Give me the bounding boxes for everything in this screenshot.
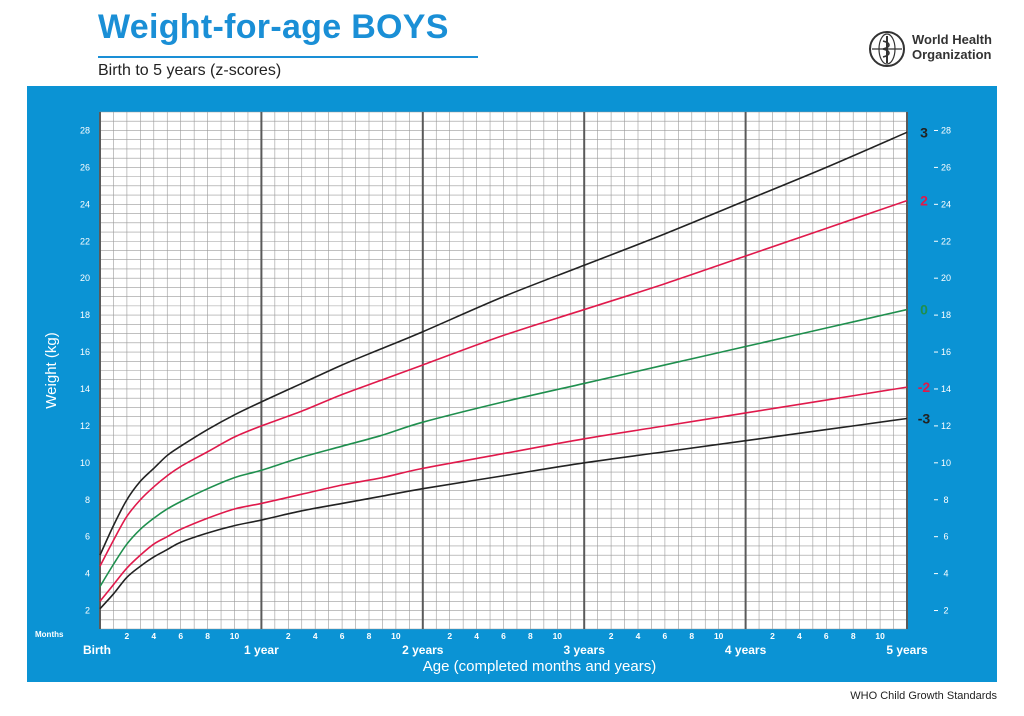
x-month-tick-label: 2 <box>770 631 775 641</box>
x-month-tick-label: 10 <box>230 631 240 641</box>
series-line-z0 <box>99 308 908 587</box>
series-label-z3: 3 <box>920 124 928 140</box>
x-axis-title: Age (completed months and years) <box>423 658 656 675</box>
y-tick-label-left: 4 <box>85 569 90 579</box>
series-label-z2: 2 <box>920 193 928 209</box>
chart-title: Weight-for-age BOYS <box>98 8 449 46</box>
y-tick-label-left: 26 <box>80 162 90 172</box>
y-tick-label-left: 16 <box>80 347 90 357</box>
x-month-tick-label: 4 <box>151 631 156 641</box>
x-year-label: 4 years <box>725 643 767 657</box>
months-label: Months <box>35 630 64 639</box>
x-month-tick-label: 6 <box>178 631 183 641</box>
x-month-tick-label: 6 <box>663 631 668 641</box>
chart-subtitle: Birth to 5 years (z-scores) <box>98 62 282 79</box>
x-year-label: Birth <box>83 643 111 657</box>
x-year-label: 1 year <box>244 643 279 657</box>
y-tick-label-right: 8 <box>943 495 948 505</box>
y-tick-label-right: 14 <box>941 384 951 394</box>
x-month-tick-label: 4 <box>313 631 318 641</box>
y-tick-label-right: 26 <box>941 162 951 172</box>
x-month-tick-label: 2 <box>609 631 614 641</box>
series-label-z0: 0 <box>920 302 928 318</box>
x-month-tick-label: 6 <box>340 631 345 641</box>
series-label-zneg2: -2 <box>918 379 931 395</box>
x-month-tick-label: 6 <box>824 631 829 641</box>
y-axis-title: Weight (kg) <box>43 332 60 408</box>
title-underline <box>98 56 478 58</box>
footer-label: WHO Child Growth Standards <box>850 690 997 702</box>
y-tick-label-left: 12 <box>80 421 90 431</box>
who-name-line2: Organization <box>912 47 992 62</box>
x-month-tick-label: 8 <box>528 631 533 641</box>
who-logo: World Health Organization <box>868 30 1008 70</box>
x-month-tick-label: 8 <box>367 631 372 641</box>
y-tick-label-left: 6 <box>85 532 90 542</box>
y-tick-label-right: 20 <box>941 273 951 283</box>
y-tick-label-right: 28 <box>941 125 951 135</box>
x-month-tick-label: 4 <box>636 631 641 641</box>
series-line-zneg3 <box>99 417 908 610</box>
y-tick-label-right: 12 <box>941 421 951 431</box>
who-emblem-icon <box>869 31 905 67</box>
series-line-zneg2 <box>99 386 908 602</box>
series-line-z3 <box>99 131 908 556</box>
x-month-tick-label: 10 <box>875 631 885 641</box>
x-year-label: 2 years <box>402 643 444 657</box>
x-month-tick-label: 4 <box>797 631 802 641</box>
x-month-tick-label: 2 <box>447 631 452 641</box>
x-year-label: 3 years <box>564 643 606 657</box>
y-tick-label-left: 8 <box>85 495 90 505</box>
y-tick-label-left: 10 <box>80 458 90 468</box>
x-year-label: 5 years <box>886 643 928 657</box>
series-line-z2 <box>99 199 908 567</box>
y-tick-label-right: 2 <box>943 606 948 616</box>
x-month-tick-label: 10 <box>714 631 724 641</box>
y-tick-label-right: 24 <box>941 199 951 209</box>
y-tick-label-right: 4 <box>943 569 948 579</box>
x-month-tick-label: 2 <box>125 631 130 641</box>
y-tick-label-right: 16 <box>941 347 951 357</box>
y-tick-label-left: 20 <box>80 273 90 283</box>
y-tick-label-left: 2 <box>85 606 90 616</box>
y-tick-label-left: 24 <box>80 199 90 209</box>
y-tick-label-left: 14 <box>80 384 90 394</box>
y-tick-label-left: 28 <box>80 125 90 135</box>
x-month-tick-label: 8 <box>851 631 856 641</box>
x-month-tick-label: 10 <box>391 631 401 641</box>
y-tick-label-right: 10 <box>941 458 951 468</box>
x-month-tick-label: 4 <box>474 631 479 641</box>
x-month-tick-label: 8 <box>205 631 210 641</box>
who-name-line1: World Health <box>912 32 992 47</box>
y-tick-label-left: 18 <box>80 310 90 320</box>
y-tick-label-right: 22 <box>941 236 951 246</box>
x-month-tick-label: 2 <box>286 631 291 641</box>
series-label-zneg3: -3 <box>918 411 931 427</box>
y-tick-label-right: 6 <box>943 532 948 542</box>
x-month-tick-label: 10 <box>553 631 563 641</box>
x-month-tick-label: 8 <box>689 631 694 641</box>
chart-panel: 2 2 4 4 6 6 8 8 10 10 12 12 14 14 16 16 18 18 20 20 22 22 24 24… <box>27 86 997 682</box>
x-month-tick-label: 6 <box>501 631 506 641</box>
y-tick-label-right: 18 <box>941 310 951 320</box>
y-tick-label-left: 22 <box>80 236 90 246</box>
